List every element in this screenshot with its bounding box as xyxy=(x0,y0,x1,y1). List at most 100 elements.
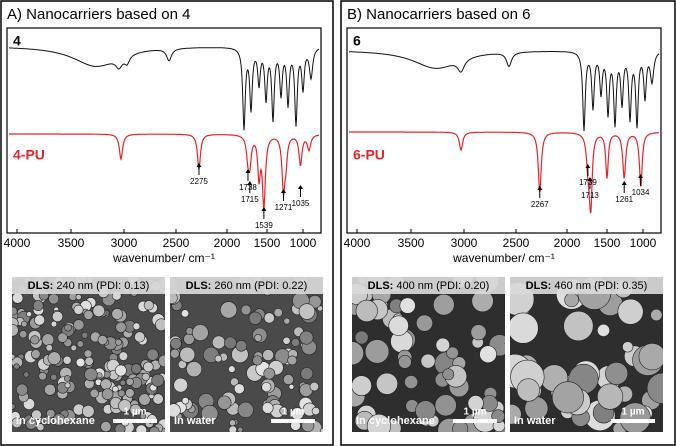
particle xyxy=(63,375,71,382)
particle xyxy=(83,310,94,320)
particle xyxy=(298,303,316,320)
particle xyxy=(25,418,37,430)
particle xyxy=(228,425,238,432)
particle xyxy=(12,353,16,360)
particle xyxy=(170,348,180,359)
particle xyxy=(299,330,314,345)
particle xyxy=(179,346,196,363)
particle xyxy=(191,324,209,342)
particle xyxy=(434,394,457,417)
particle xyxy=(186,361,203,378)
particle xyxy=(364,339,390,364)
dls-value: 260 nm (PDI: 0.22) xyxy=(214,280,307,292)
arrow-head xyxy=(621,181,627,185)
particle xyxy=(12,292,24,304)
particle xyxy=(117,389,126,398)
particle xyxy=(352,341,364,366)
particle xyxy=(12,403,16,410)
arrow-head xyxy=(280,189,286,193)
particle xyxy=(26,311,32,318)
dls-bar xyxy=(510,277,663,294)
particle xyxy=(263,367,276,380)
particle xyxy=(228,365,236,373)
peak-label: 1539 xyxy=(255,221,273,230)
panel-title: A) Nanocarriers based on 4 xyxy=(7,6,190,23)
particle xyxy=(300,367,314,381)
particle xyxy=(617,298,644,325)
particle xyxy=(50,373,58,381)
x-tick-label: 3000 xyxy=(111,236,138,250)
medium-label: In water xyxy=(514,415,556,427)
particle xyxy=(200,404,219,423)
particle xyxy=(114,364,127,377)
particle xyxy=(81,405,95,418)
arrow-head xyxy=(196,163,202,167)
particle xyxy=(32,300,44,311)
particle xyxy=(261,402,274,414)
particle xyxy=(252,355,263,366)
peak-label: 1261 xyxy=(615,195,633,204)
particle xyxy=(143,361,154,373)
particle xyxy=(125,388,135,398)
particle xyxy=(173,377,188,393)
particle xyxy=(81,331,89,339)
particle xyxy=(129,403,142,416)
particle xyxy=(23,371,30,378)
arrow-head xyxy=(261,207,267,211)
particle xyxy=(170,337,182,350)
particle xyxy=(254,334,263,342)
arrow-head xyxy=(537,186,543,190)
particle xyxy=(435,337,450,353)
particle xyxy=(354,330,369,345)
particle xyxy=(415,400,436,422)
medium-label: In cyclohexane xyxy=(356,415,435,427)
particle xyxy=(30,349,41,359)
particle xyxy=(75,357,86,368)
particle xyxy=(118,399,132,413)
particle xyxy=(211,335,226,350)
x-tick-label: 3500 xyxy=(398,236,425,250)
particle xyxy=(563,310,594,342)
x-tick-label: 2000 xyxy=(214,236,241,250)
scale-bar xyxy=(453,419,497,423)
particle xyxy=(237,401,254,419)
particle xyxy=(138,393,151,406)
dls-text: DLS: 400 nm (PDI: 0.20) xyxy=(368,280,490,292)
particle xyxy=(420,353,436,369)
particle xyxy=(76,340,84,348)
particle xyxy=(111,308,123,320)
particle xyxy=(220,301,238,319)
particle xyxy=(605,361,629,385)
particle xyxy=(388,315,409,336)
dls-bar xyxy=(170,277,323,294)
particle xyxy=(432,293,455,316)
x-axis-label: wavenumber/ cm⁻¹ xyxy=(452,251,555,265)
spectrum-monomer xyxy=(349,51,660,132)
peak-label: 1715 xyxy=(241,195,259,204)
peak-label: 2267 xyxy=(531,200,549,209)
particle xyxy=(467,395,484,412)
particle xyxy=(50,320,58,328)
particle xyxy=(229,419,236,427)
particle xyxy=(132,322,141,331)
particle xyxy=(115,321,127,333)
plot-frame xyxy=(346,27,662,234)
particle xyxy=(311,406,320,416)
particle xyxy=(510,404,522,425)
arrow-head xyxy=(638,174,644,178)
medium-label: In water xyxy=(174,415,216,427)
particle xyxy=(75,294,82,301)
particle xyxy=(261,382,272,393)
particle xyxy=(130,363,142,374)
particle xyxy=(217,395,232,410)
peak-label: 1271 xyxy=(275,203,293,212)
particle xyxy=(279,406,288,416)
particle xyxy=(237,426,244,432)
peak-label: 1739 xyxy=(579,178,597,187)
particle xyxy=(479,345,497,364)
particle xyxy=(355,299,378,322)
particle xyxy=(155,318,165,332)
particle xyxy=(262,349,275,361)
x-tick-label: 4000 xyxy=(4,236,31,250)
